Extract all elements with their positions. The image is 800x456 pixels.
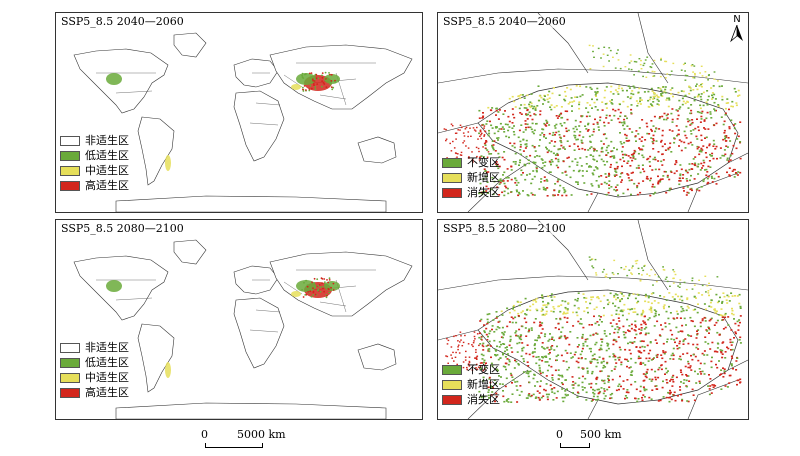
landmass bbox=[173, 239, 207, 265]
legend-swatch bbox=[60, 372, 80, 383]
legend-swatch bbox=[60, 357, 80, 368]
legend-entry: 高适生区 bbox=[60, 385, 129, 400]
change-legend: 不变区 新增区 消失区 bbox=[442, 362, 500, 407]
legend-swatch bbox=[60, 135, 80, 146]
legend-swatch bbox=[442, 157, 462, 168]
legend-entry: 中适生区 bbox=[60, 370, 129, 385]
legend-entry: 不变区 bbox=[442, 155, 500, 170]
legend-label: 新增区 bbox=[467, 171, 500, 184]
scale-bar-world: 0 5000 km bbox=[201, 428, 311, 450]
landmass bbox=[269, 251, 413, 317]
legend-label: 新增区 bbox=[467, 378, 500, 391]
landmass bbox=[357, 136, 397, 164]
regional-map-2040-2060: SSP5_8.5 2040—2060 不变区新增区消失区 bbox=[437, 12, 749, 213]
plateau-outline bbox=[477, 289, 739, 405]
suitability-patch bbox=[165, 155, 171, 171]
suitability-patch bbox=[296, 73, 316, 85]
legend-label: 中适生区 bbox=[85, 164, 129, 177]
legend-swatch bbox=[442, 172, 462, 183]
north-arrow-icon bbox=[730, 24, 743, 43]
panel-title: SSP5_8.5 2040—2060 bbox=[61, 15, 184, 28]
legend-label: 低适生区 bbox=[85, 149, 129, 162]
legend-entry: 低适生区 bbox=[60, 148, 129, 163]
suitability-patch bbox=[324, 281, 340, 291]
legend-swatch bbox=[60, 150, 80, 161]
scale-zero: 0 bbox=[201, 428, 208, 441]
legend-label: 不变区 bbox=[467, 156, 500, 169]
legend-label: 非适生区 bbox=[85, 134, 129, 147]
legend-swatch bbox=[442, 379, 462, 390]
landmass bbox=[173, 32, 207, 58]
legend-label: 高适生区 bbox=[85, 179, 129, 192]
panel-title: SSP5_8.5 2040—2060 bbox=[443, 15, 566, 28]
world-basemap bbox=[73, 32, 413, 212]
legend-label: 消失区 bbox=[467, 186, 500, 199]
regional-basemap bbox=[438, 220, 748, 419]
scale-zero: 0 bbox=[556, 428, 563, 441]
scale-bar-regional: 0 500 km bbox=[556, 428, 646, 450]
scale-value: 500 km bbox=[580, 428, 622, 441]
legend-entry: 消失区 bbox=[442, 392, 500, 407]
landmass bbox=[233, 90, 285, 162]
legend-entry: 新增区 bbox=[442, 170, 500, 185]
world-map-2080-2100: SSP5_8.5 2080—2100 非适生区低适生区中适生区高适生区 bbox=[55, 219, 423, 420]
legend-label: 高适生区 bbox=[85, 386, 129, 399]
legend-swatch bbox=[442, 364, 462, 375]
legend-swatch bbox=[60, 165, 80, 176]
suitability-patch bbox=[106, 73, 122, 85]
legend-swatch bbox=[60, 180, 80, 191]
north-label: N bbox=[733, 14, 741, 25]
legend-label: 不变区 bbox=[467, 363, 500, 376]
legend-entry: 低适生区 bbox=[60, 355, 129, 370]
legend-swatch bbox=[60, 387, 80, 398]
panel-title: SSP5_8.5 2080—2100 bbox=[443, 222, 566, 235]
legend-swatch bbox=[442, 187, 462, 198]
landmass bbox=[269, 44, 413, 110]
legend-swatch bbox=[442, 394, 462, 405]
suitability-legend: 非适生区低适生区中适生区高适生区 bbox=[60, 133, 129, 193]
landmass bbox=[137, 323, 175, 393]
world-map-2040-2060: SSP5_8.5 2040—2060 非适生区低适生区中适生区高适生区 bbox=[55, 12, 423, 213]
legend-entry: 高适生区 bbox=[60, 178, 129, 193]
legend-entry: 新增区 bbox=[442, 377, 500, 392]
legend-entry: 非适生区 bbox=[60, 340, 129, 355]
landmass bbox=[233, 297, 285, 369]
world-basemap bbox=[73, 239, 413, 419]
landmass bbox=[357, 343, 397, 371]
suitability-patch bbox=[296, 280, 316, 292]
suitability-patch bbox=[291, 84, 301, 90]
legend-entry: 非适生区 bbox=[60, 133, 129, 148]
legend-entry: 消失区 bbox=[442, 185, 500, 200]
change-legend: 不变区 新增区 消失区 bbox=[442, 155, 500, 200]
suitability-patch bbox=[165, 362, 171, 378]
legend-entry: 中适生区 bbox=[60, 163, 129, 178]
plateau-outline bbox=[477, 82, 739, 198]
landmass bbox=[115, 195, 387, 212]
legend-swatch bbox=[60, 342, 80, 353]
suitability-legend: 非适生区低适生区中适生区高适生区 bbox=[60, 340, 129, 400]
legend-label: 中适生区 bbox=[85, 371, 129, 384]
suitability-patch bbox=[291, 291, 301, 297]
legend-label: 消失区 bbox=[467, 393, 500, 406]
landmass bbox=[115, 402, 387, 419]
landmass bbox=[137, 116, 175, 186]
scale-value: 5000 km bbox=[237, 428, 286, 441]
legend-label: 非适生区 bbox=[85, 341, 129, 354]
regional-map-2080-2100: SSP5_8.5 2080—2100 不变区新增区消失区 bbox=[437, 219, 749, 420]
suitability-patch bbox=[106, 280, 122, 292]
panel-title: SSP5_8.5 2080—2100 bbox=[61, 222, 184, 235]
north-arrow: N bbox=[729, 14, 745, 46]
legend-entry: 不变区 bbox=[442, 362, 500, 377]
legend-label: 低适生区 bbox=[85, 356, 129, 369]
